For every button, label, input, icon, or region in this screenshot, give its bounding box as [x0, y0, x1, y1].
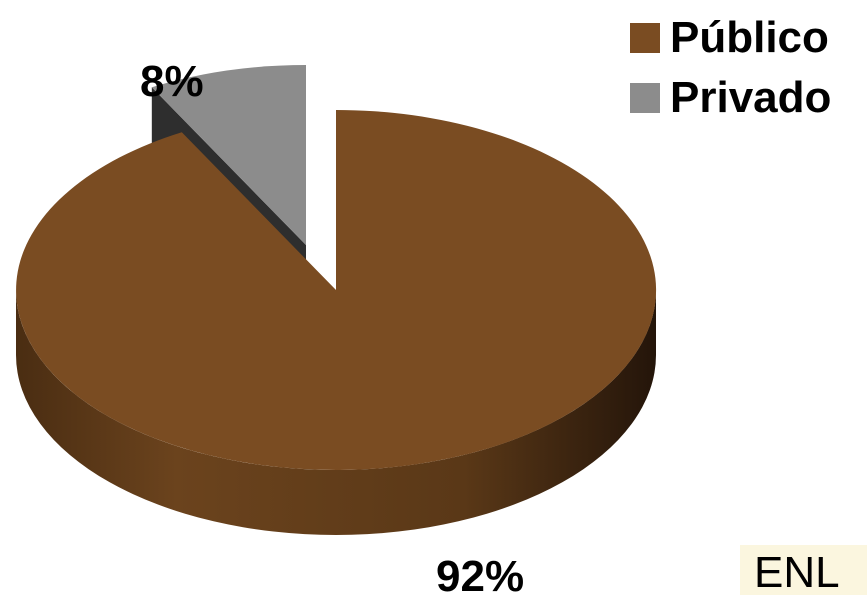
legend-item-publico: Público [630, 8, 831, 68]
legend-label-privado: Privado [670, 73, 832, 122]
legend-swatch-publico [630, 23, 660, 53]
legend: Público Privado [630, 8, 831, 128]
data-label-privado: 8% [140, 57, 204, 106]
legend-swatch-privado [630, 83, 660, 113]
source-label: ENL [754, 548, 840, 597]
pie-slice-publico [16, 109, 657, 470]
source-box: ENL [740, 545, 867, 597]
pie-slice-privado [151, 65, 306, 245]
legend-item-privado: Privado [630, 68, 831, 128]
pie-side-publico [16, 290, 656, 535]
legend-label-publico: Público [670, 13, 829, 62]
data-label-publico: 92% [436, 552, 524, 595]
